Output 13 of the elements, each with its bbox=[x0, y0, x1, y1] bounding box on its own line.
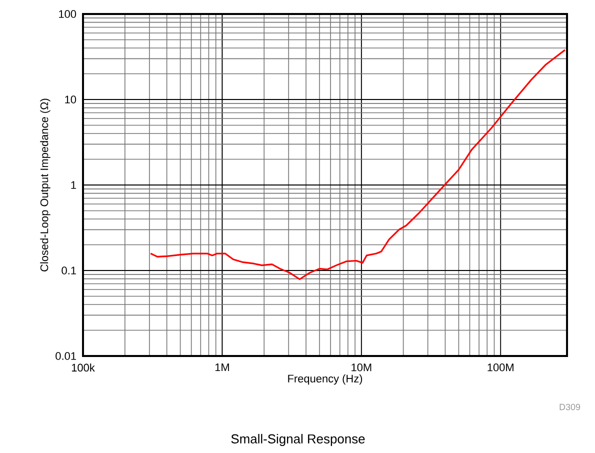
x-tick-label: 1M bbox=[215, 364, 229, 372]
text: D309 bbox=[560, 404, 580, 410]
y-tick-label: 0.01 bbox=[56, 352, 76, 360]
y-tick-label: 0.1 bbox=[62, 266, 76, 274]
y-tick-label: 100 bbox=[59, 10, 76, 18]
y-tick-label: 10 bbox=[65, 96, 76, 104]
y-axis-title: Closed-Loop Output Impedance (Ω) bbox=[40, 98, 50, 272]
x-tick-label: 100k bbox=[72, 364, 95, 372]
x-tick-label: 10M bbox=[352, 364, 372, 372]
text: Small-Signal Response bbox=[231, 434, 365, 446]
y-tick-label: 1 bbox=[71, 181, 76, 189]
x-tick-label: 100M bbox=[488, 364, 514, 372]
x-axis-title: Frequency (Hz) bbox=[288, 374, 362, 385]
